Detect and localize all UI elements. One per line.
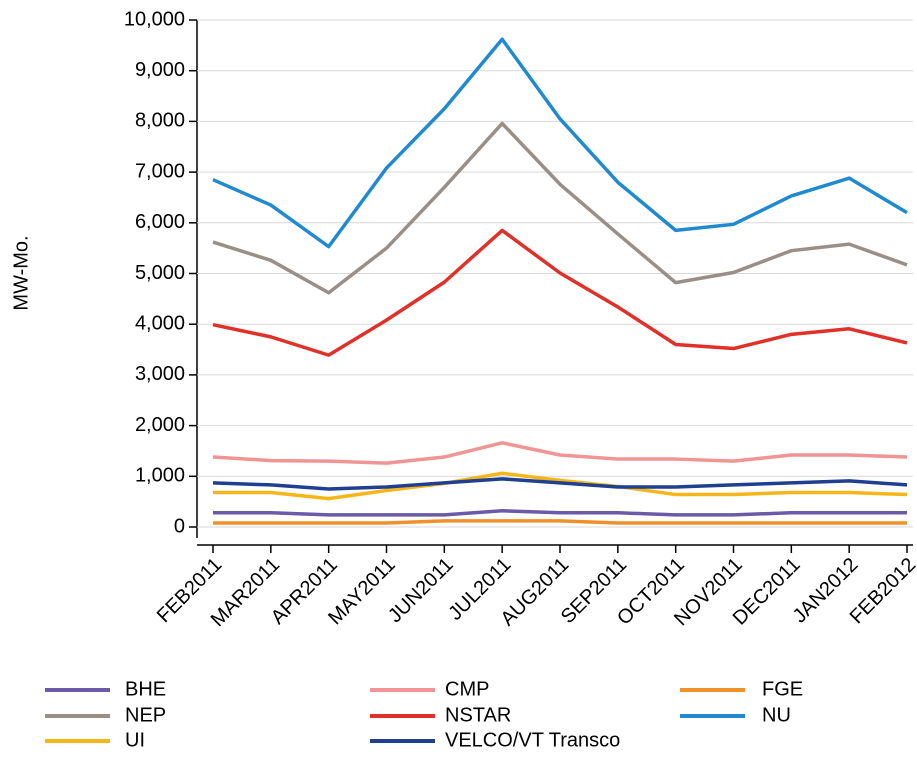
line-series xyxy=(213,509,907,517)
y-tick-label: 2,000 xyxy=(135,414,185,436)
y-tick-label: 0 xyxy=(174,515,185,537)
line-series xyxy=(212,121,908,295)
line-series xyxy=(213,519,907,525)
y-tick-label: 4,000 xyxy=(135,312,185,334)
y-tick-label: 7,000 xyxy=(135,160,185,182)
y-tick-label: 1,000 xyxy=(135,465,185,487)
line-series xyxy=(212,477,908,491)
y-axis-label: MW-Mo. xyxy=(10,235,32,310)
y-tick-label: 3,000 xyxy=(135,363,185,385)
line-series xyxy=(212,441,908,465)
line-series xyxy=(212,228,908,357)
legend-label: BHE xyxy=(125,678,166,700)
legend-label: NU xyxy=(762,704,791,726)
y-tick-label: 8,000 xyxy=(135,110,185,132)
legend-label: VELCO/VT Transco xyxy=(445,729,620,751)
y-tick-label: 6,000 xyxy=(135,211,185,233)
y-tick-label: 10,000 xyxy=(124,8,185,30)
line-series xyxy=(212,37,908,249)
y-tick-label: 5,000 xyxy=(135,262,185,284)
line-series xyxy=(213,471,908,501)
legend-label: NEP xyxy=(125,704,166,726)
legend-label: CMP xyxy=(445,678,489,700)
legend-label: FGE xyxy=(762,678,803,700)
y-tick-label: 9,000 xyxy=(135,59,185,81)
legend-label: UI xyxy=(125,729,145,751)
legend-label: NSTAR xyxy=(445,704,511,726)
